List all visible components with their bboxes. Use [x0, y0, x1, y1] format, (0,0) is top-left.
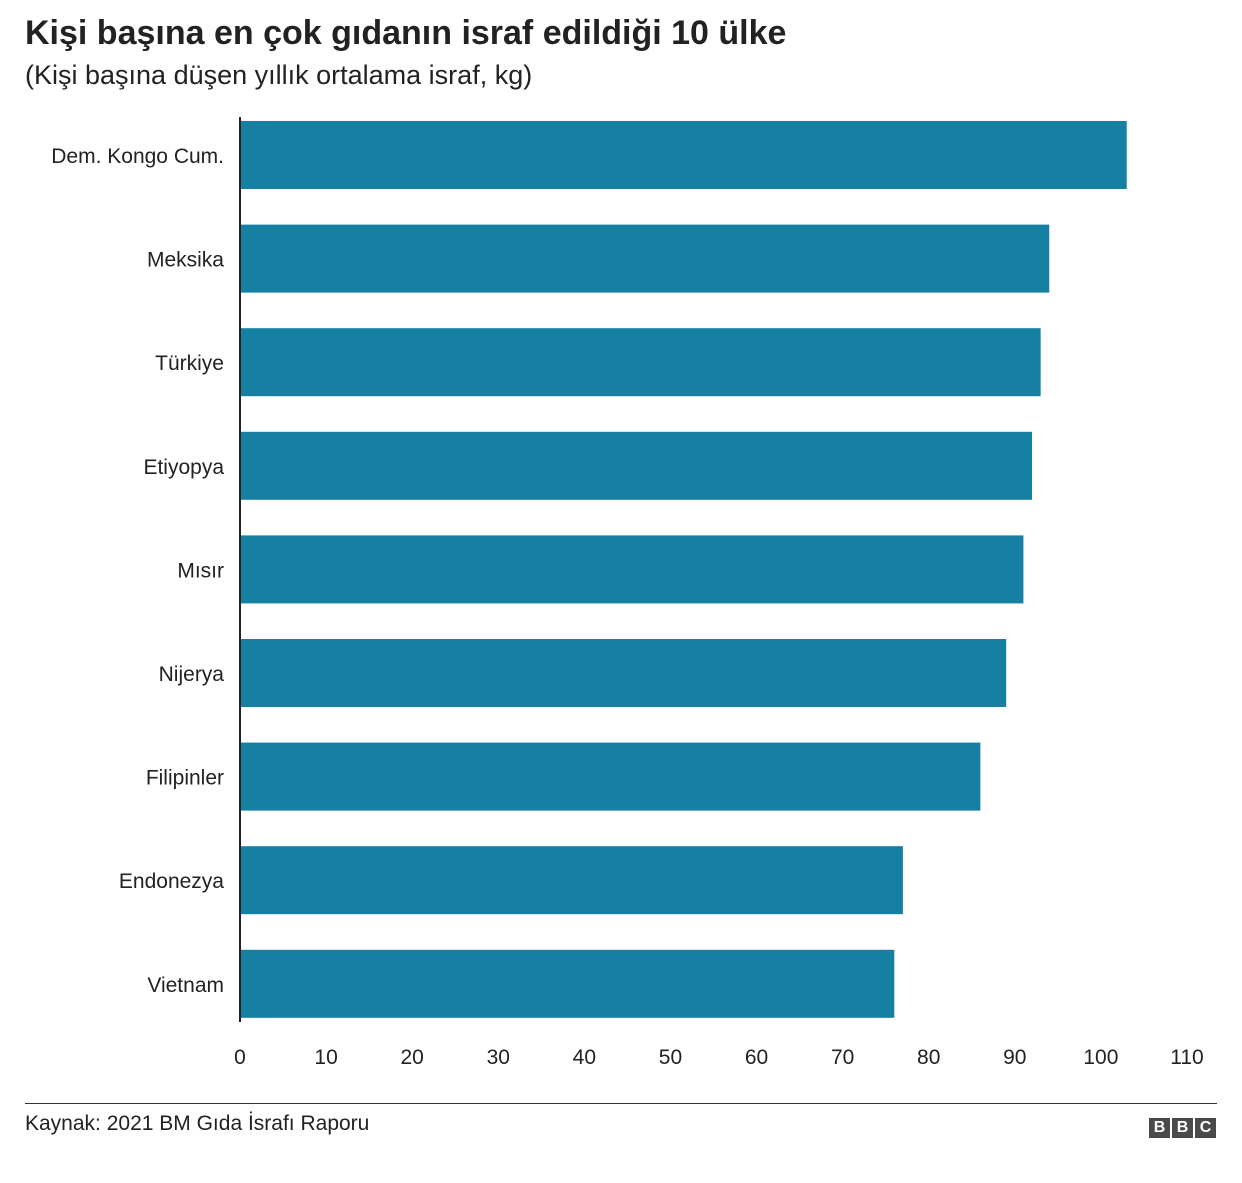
category-label: Endonezya [119, 870, 224, 893]
category-label: Meksika [147, 249, 224, 272]
bar-chart: Dem. Kongo Cum. Meksika Türkiye Etiyopya Mıs… [51, 117, 1204, 1069]
logo-letter-c: C [1195, 1118, 1216, 1138]
source-note: Kaynak: 2021 BM Gıda İsrafı Raporu [25, 1112, 370, 1135]
logo-letter-b1: B [1149, 1118, 1170, 1138]
x-tick-label: 0 [234, 1046, 246, 1069]
category-label: Filipinler [146, 767, 224, 790]
bbc-logo: B B C [1149, 1118, 1216, 1138]
x-tick-label: 20 [401, 1046, 424, 1069]
category-label: Vietnam [147, 974, 224, 997]
bar [241, 328, 1041, 397]
category-label: Etiyopya [143, 456, 224, 479]
x-tick-label: 70 [831, 1046, 854, 1069]
x-tick-label: 30 [487, 1046, 510, 1069]
bar [241, 121, 1127, 189]
category-label: Mısır [177, 559, 224, 582]
bar [241, 639, 1007, 707]
x-tick-label: 110 [1170, 1046, 1203, 1069]
chart-subtitle: (Kişi başına düşen yıllık ortalama israf… [25, 60, 533, 90]
bar [241, 535, 1024, 604]
x-tick-label: 90 [1003, 1046, 1026, 1069]
x-tick-label: 80 [917, 1046, 940, 1069]
bar [241, 224, 1050, 293]
x-tick-label: 100 [1083, 1046, 1118, 1069]
bar [241, 846, 903, 915]
category-label: Türkiye [155, 352, 224, 375]
category-label: Nijerya [159, 663, 225, 686]
chart-title: Kişi başına en çok gıdanın israf edildiğ… [25, 14, 787, 52]
bar [241, 742, 981, 811]
bar [241, 949, 895, 1018]
logo-letter-b2: B [1172, 1118, 1193, 1138]
x-tick-label: 50 [659, 1046, 682, 1069]
bar [241, 431, 1033, 500]
x-tick-label: 10 [314, 1046, 337, 1069]
category-label: Dem. Kongo Cum. [51, 145, 224, 168]
footer-divider [25, 1103, 1217, 1104]
x-tick-label: 60 [745, 1046, 768, 1069]
x-tick-label: 40 [573, 1046, 596, 1069]
